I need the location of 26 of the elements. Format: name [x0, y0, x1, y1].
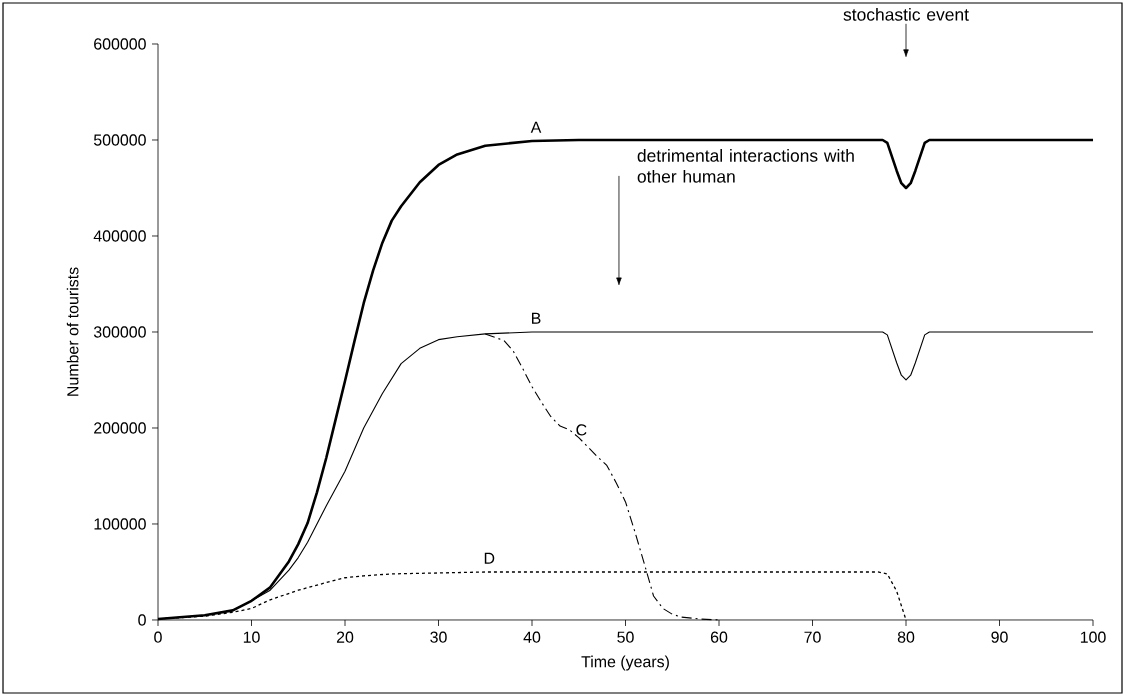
series-label: A: [530, 121, 542, 133]
series-label: B: [532, 312, 541, 324]
x-tick-label: 70: [804, 631, 821, 643]
x-tick-label: 50: [617, 631, 634, 643]
x-tick-label: 10: [243, 631, 260, 643]
y-tick-label: 100000: [94, 518, 146, 530]
series-label: C: [576, 424, 587, 436]
y-tick-label: 400000: [93, 230, 146, 242]
y-tick-label: 300000: [93, 326, 146, 338]
y-axis-title: Number of tourists: [66, 267, 79, 396]
y-tick-label: 200000: [94, 422, 146, 434]
x-tick-label: 0: [154, 631, 162, 643]
x-tick-label: 100: [1080, 631, 1106, 643]
y-tick-label: 600000: [94, 38, 146, 50]
series-label: D: [484, 552, 495, 564]
y-tick-label: 0: [138, 614, 146, 626]
annotation: detrimental interactions with other human: [637, 149, 854, 183]
x-tick-label: 90: [991, 631, 1008, 643]
x-axis-title: Time (years): [581, 655, 669, 671]
x-tick-label: 30: [430, 631, 447, 643]
x-tick-label: 20: [336, 631, 354, 643]
y-tick-label: 500000: [93, 134, 146, 146]
text: stochastic event: [843, 7, 969, 21]
x-tick-label: 60: [710, 631, 728, 643]
x-tick-label: 80: [897, 631, 915, 643]
x-tick-label: 40: [523, 631, 541, 643]
